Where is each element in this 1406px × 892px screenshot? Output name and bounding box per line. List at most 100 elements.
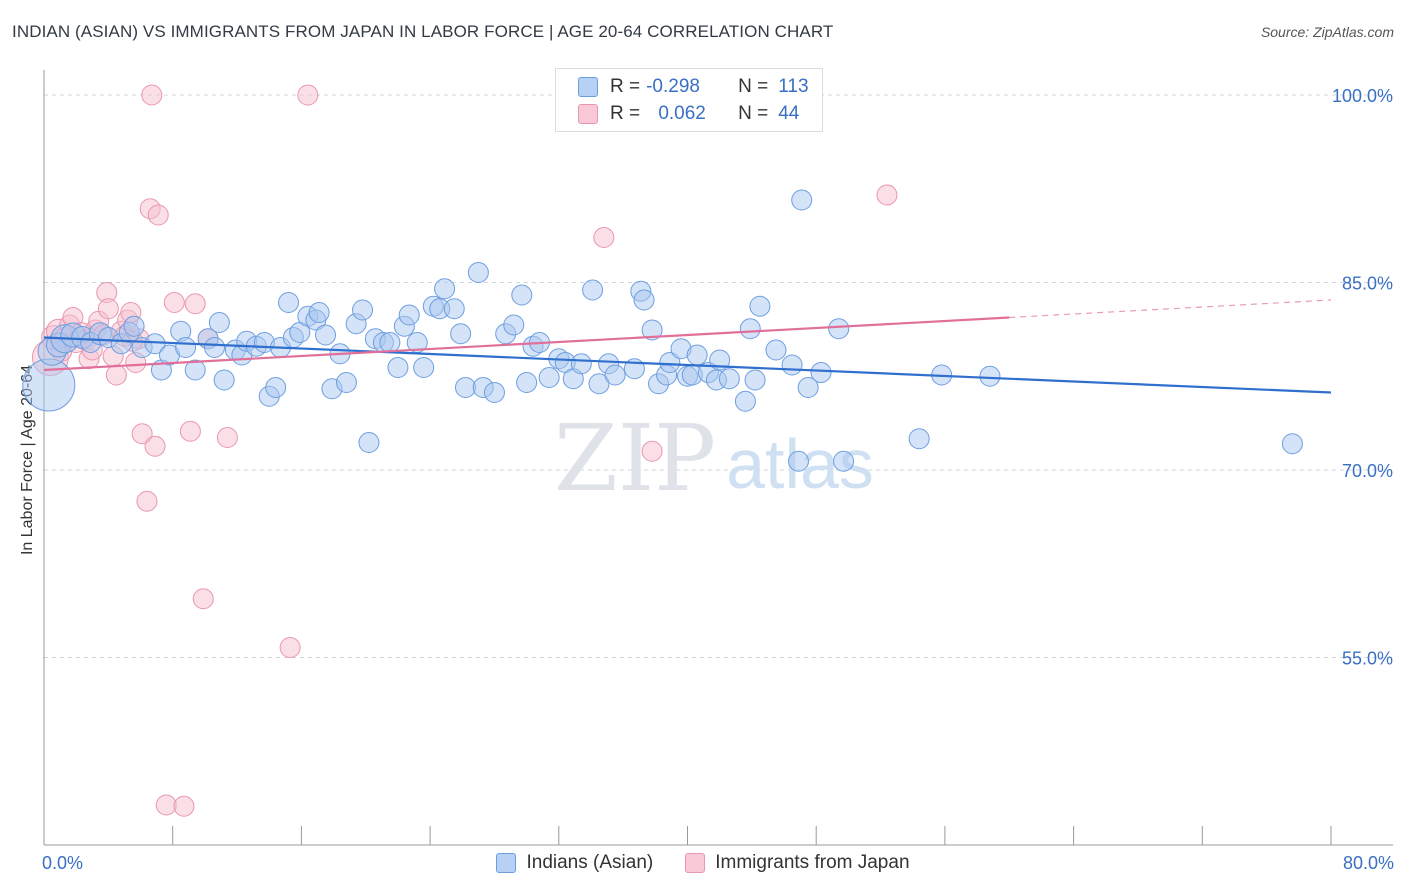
point-japan <box>136 490 158 512</box>
legend-row-japan: R = 0.062 N = 44 <box>578 102 799 126</box>
y-tick-labels: 100.0% 85.0% 70.0% 55.0% <box>1332 86 1393 669</box>
legend-n-label: N = <box>738 76 769 97</box>
y-tick-label: 70.0% <box>1342 461 1393 481</box>
y-tick-label: 85.0% <box>1342 274 1393 294</box>
point-indian <box>123 315 145 337</box>
legend-r-value-indian: -0.298 <box>646 76 700 97</box>
point-indian <box>22 358 76 412</box>
point-japan <box>184 293 206 315</box>
point-indian <box>308 302 330 323</box>
point-japan <box>173 795 195 817</box>
point-indian <box>686 344 708 366</box>
point-indian <box>734 390 756 412</box>
watermark-zip: ZIP <box>554 405 716 512</box>
point-indian <box>633 289 655 311</box>
legend-item-indian: Indians (Asian) <box>496 852 653 874</box>
point-indian <box>604 364 626 386</box>
point-japan <box>105 364 127 386</box>
point-indian <box>538 367 560 388</box>
point-japan <box>144 435 166 457</box>
point-indian <box>810 362 832 383</box>
point-indian <box>450 323 472 345</box>
legend-label-japan: Immigrants from Japan <box>715 852 910 873</box>
point-indian <box>335 372 357 393</box>
watermark: ZIP atlas <box>554 405 874 512</box>
legend-item-japan: Immigrants from Japan <box>685 852 910 874</box>
point-japan <box>155 794 177 816</box>
point-japan <box>641 440 663 462</box>
point-japan <box>131 423 153 445</box>
point-indian <box>358 432 380 453</box>
chart-title: INDIAN (ASIAN) VS IMMIGRANTS FROM JAPAN … <box>12 22 834 41</box>
point-indian <box>781 354 803 376</box>
point-indian <box>765 339 787 361</box>
correlation-legend: R = -0.298 N = 113 R = 0.062 N = 44 <box>555 68 823 132</box>
point-indian <box>503 314 525 336</box>
x-tick-label-min: 0.0% <box>42 853 84 873</box>
y-tick-label: 100.0% <box>1332 86 1393 106</box>
point-indian <box>352 299 374 321</box>
trend-line-japan <box>43 316 1010 372</box>
point-indian <box>833 450 855 472</box>
trend-line-indian <box>43 336 1332 394</box>
point-indian <box>413 357 435 378</box>
point-japan <box>97 298 119 320</box>
point-indian <box>184 359 206 381</box>
series-legend: Indians (Asian) Immigrants from Japan <box>0 852 1406 874</box>
point-japan <box>876 184 898 206</box>
point-indian <box>434 278 456 300</box>
legend-n-label: N = <box>738 103 769 124</box>
trend-line-japan-extension <box>1009 299 1332 319</box>
point-indian <box>659 352 681 373</box>
trend-lines <box>43 299 1332 394</box>
series-indian-points <box>22 189 1303 472</box>
point-indian <box>511 284 533 306</box>
source-credit: Source: ZipAtlas.com <box>1260 24 1394 40</box>
point-indian <box>315 324 337 346</box>
point-japan <box>147 204 169 226</box>
point-japan <box>141 84 163 106</box>
point-indian <box>709 349 731 371</box>
point-indian <box>744 369 766 391</box>
point-indian <box>208 312 230 333</box>
legend-swatch-indian <box>578 77 598 97</box>
point-indian <box>1281 433 1303 455</box>
point-japan <box>297 84 319 106</box>
x-tick-label-max: 80.0% <box>1342 853 1394 873</box>
point-indian <box>398 304 420 326</box>
legend-swatch-indian-bottom <box>496 853 517 873</box>
legend-n-value-japan: 44 <box>778 103 800 124</box>
point-indian <box>454 377 476 398</box>
point-indian <box>175 337 197 358</box>
point-japan <box>279 637 301 658</box>
point-indian <box>467 262 489 283</box>
point-indian <box>828 318 850 340</box>
point-indian <box>387 357 409 378</box>
legend-r-value-japan: 0.062 <box>658 103 706 124</box>
point-indian <box>749 295 771 317</box>
point-indian <box>979 365 1001 387</box>
legend-r-label: R = <box>610 76 641 97</box>
point-indian <box>641 319 663 341</box>
legend-swatch-japan <box>578 104 598 124</box>
point-japan <box>179 420 201 442</box>
point-indian <box>788 450 810 472</box>
point-indian <box>797 377 819 398</box>
point-japan <box>163 292 185 313</box>
point-indian <box>379 332 401 353</box>
point-indian <box>739 318 761 340</box>
axis-layer <box>43 70 1393 846</box>
point-indian <box>516 372 538 393</box>
point-japan <box>192 588 214 610</box>
point-indian <box>588 373 610 395</box>
point-indian <box>908 428 930 450</box>
point-indian <box>204 337 226 358</box>
legend-swatch-japan-bottom <box>685 853 706 873</box>
legend-row-indian: R = -0.298 N = 113 <box>578 75 809 99</box>
point-indian <box>213 369 235 391</box>
point-indian <box>278 292 300 313</box>
point-indian <box>791 189 813 211</box>
point-indian <box>483 382 505 403</box>
point-japan <box>216 427 238 448</box>
